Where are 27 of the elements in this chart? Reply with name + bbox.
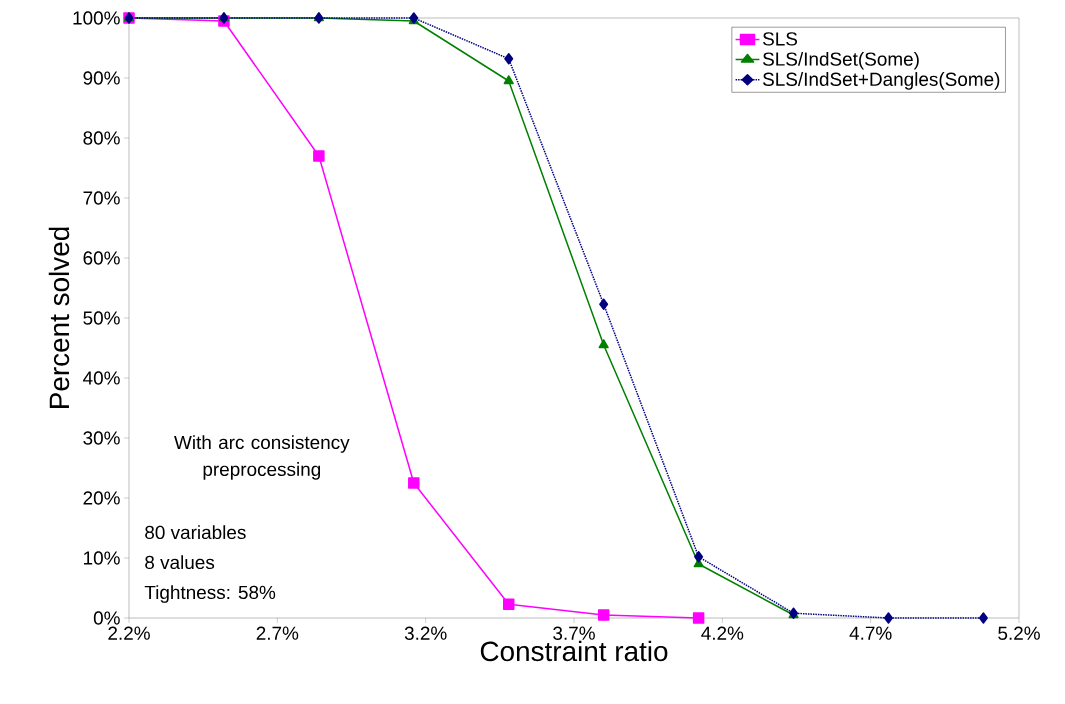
y-tick-label: 90% — [83, 71, 120, 85]
y-tick-label: 40% — [83, 371, 120, 385]
y-tick-label: 80% — [83, 131, 120, 145]
x-axis-title: Constraint ratio — [480, 640, 668, 662]
legend-label: SLS/IndSet+Dangles(Some) — [763, 72, 1000, 90]
x-tick-label: 5.2% — [998, 626, 1040, 640]
x-tick-label: 3.7% — [553, 626, 595, 640]
x-tick-label: 3.2% — [404, 626, 447, 640]
x-tick-label: 2.7% — [256, 626, 299, 640]
x-tick-label: 2.2% — [108, 626, 150, 640]
annotation: With arc consistency preprocessing — [174, 435, 350, 480]
annotation: 8 values — [145, 555, 215, 570]
annotation: 80 variables — [145, 525, 246, 540]
y-tick-label: 20% — [83, 491, 120, 505]
annotation: Tightness: 58% — [144, 585, 276, 603]
x-tick-label: 4.2% — [701, 626, 744, 640]
legend-label: SLS/IndSet(Some) — [763, 51, 919, 70]
y-tick-label: 10% — [84, 551, 120, 565]
y-tick-label: 70% — [83, 191, 120, 205]
y-tick-label: 0% — [93, 611, 120, 625]
legend-label: SLS — [763, 32, 798, 46]
x-tick-label: 4.7% — [849, 626, 892, 640]
y-axis-title: Percent solved — [48, 227, 70, 408]
y-tick-label: 100% — [73, 11, 120, 25]
y-tick-label: 60% — [83, 251, 120, 265]
y-tick-label: 50% — [83, 311, 120, 325]
y-tick-label: 30% — [83, 431, 120, 445]
